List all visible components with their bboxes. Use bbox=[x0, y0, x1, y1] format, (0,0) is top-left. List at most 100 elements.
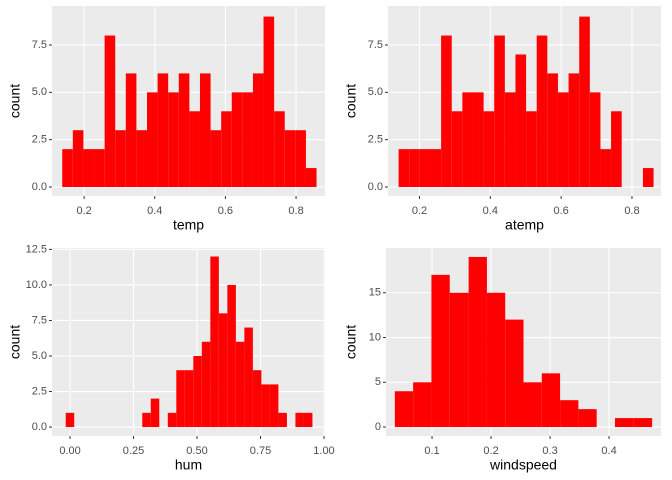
y-tick-label: 0 bbox=[375, 421, 381, 433]
x-axis-title: hum bbox=[175, 457, 202, 473]
bar bbox=[419, 149, 431, 188]
x-tick-label: 0.4 bbox=[147, 205, 162, 217]
bar bbox=[526, 111, 537, 188]
bar bbox=[269, 384, 279, 428]
y-tick-label: 12.5 bbox=[26, 243, 47, 255]
bar bbox=[263, 16, 275, 188]
y-axis-title: count bbox=[7, 325, 23, 359]
x-tick-label: 0.8 bbox=[624, 205, 639, 217]
x-tick-label: 0.3 bbox=[542, 445, 557, 457]
y-tick-label: 7.5 bbox=[32, 39, 47, 51]
bar bbox=[568, 73, 580, 188]
bar bbox=[142, 412, 151, 428]
bar bbox=[235, 341, 245, 428]
y-tick-label: 7.5 bbox=[32, 314, 47, 326]
bar bbox=[515, 54, 527, 188]
y-tick-label: 5.0 bbox=[32, 350, 47, 362]
x-tick-label: 0.8 bbox=[288, 205, 303, 217]
bar bbox=[221, 111, 232, 188]
bar bbox=[176, 370, 185, 428]
x-tick-label: 0.6 bbox=[553, 205, 568, 217]
bar bbox=[201, 341, 211, 428]
x-axis-title: temp bbox=[173, 217, 204, 233]
bar bbox=[218, 313, 228, 428]
bar bbox=[557, 92, 569, 188]
bar bbox=[505, 319, 524, 428]
x-tick-label: 0.2 bbox=[76, 205, 91, 217]
bar bbox=[72, 130, 84, 188]
bar bbox=[147, 92, 158, 188]
bar bbox=[642, 168, 654, 188]
x-tick-label: 1.00 bbox=[313, 445, 334, 457]
bar bbox=[227, 284, 236, 428]
bar bbox=[472, 92, 484, 188]
x-tick-label: 0.1 bbox=[424, 445, 439, 457]
bar bbox=[104, 35, 116, 188]
bar bbox=[284, 130, 296, 188]
bar bbox=[295, 412, 304, 428]
bar bbox=[451, 111, 463, 188]
y-tick-label: 5 bbox=[375, 376, 381, 388]
bar bbox=[178, 73, 190, 188]
bar bbox=[431, 274, 450, 428]
x-tick-label: 0.50 bbox=[186, 445, 207, 457]
bar bbox=[252, 73, 264, 188]
y-tick-label: 2.5 bbox=[32, 385, 47, 397]
bar bbox=[189, 111, 200, 188]
y-axis-title: count bbox=[343, 84, 359, 118]
bar bbox=[633, 418, 653, 428]
bar bbox=[614, 418, 634, 428]
x-axis-title: atemp bbox=[505, 217, 544, 233]
bar bbox=[184, 370, 194, 428]
x-tick-label: 0.00 bbox=[59, 445, 80, 457]
bar bbox=[193, 355, 202, 428]
bar bbox=[394, 391, 414, 428]
bar bbox=[210, 130, 222, 188]
y-axis-title: count bbox=[343, 325, 359, 359]
bar bbox=[261, 384, 270, 428]
bar bbox=[115, 130, 126, 188]
y-tick-label: 10 bbox=[369, 331, 381, 343]
bar bbox=[157, 73, 169, 188]
bar bbox=[398, 149, 410, 188]
bar bbox=[468, 256, 487, 428]
bar bbox=[560, 400, 579, 428]
bar bbox=[231, 92, 243, 188]
bar bbox=[125, 73, 137, 188]
bar bbox=[523, 382, 542, 428]
x-tick-label: 0.4 bbox=[483, 205, 498, 217]
bar bbox=[541, 373, 561, 428]
bar bbox=[611, 111, 622, 188]
bar bbox=[486, 292, 506, 428]
y-tick-label: 0.0 bbox=[368, 181, 383, 193]
bar bbox=[305, 168, 317, 188]
bar bbox=[579, 16, 590, 188]
x-tick-label: 0.6 bbox=[218, 205, 233, 217]
bar bbox=[167, 412, 177, 428]
bar bbox=[136, 130, 148, 188]
bar bbox=[413, 382, 432, 428]
y-tick-label: 7.5 bbox=[368, 39, 383, 51]
bar bbox=[83, 149, 95, 188]
bar bbox=[441, 35, 452, 188]
bar bbox=[504, 92, 516, 188]
y-tick-label: 2.5 bbox=[32, 134, 47, 146]
x-tick-label: 0.4 bbox=[601, 445, 616, 457]
x-tick-label: 0.2 bbox=[483, 445, 498, 457]
bar bbox=[494, 35, 505, 188]
y-tick-label: 5.0 bbox=[32, 86, 47, 98]
y-axis-title: count bbox=[7, 84, 23, 118]
y-tick-label: 5.0 bbox=[368, 86, 383, 98]
bar bbox=[244, 327, 253, 428]
bar bbox=[536, 35, 548, 188]
bar bbox=[589, 92, 601, 188]
x-axis-title: windspeed bbox=[489, 457, 557, 473]
bar bbox=[295, 130, 306, 188]
bar bbox=[303, 412, 313, 428]
bar bbox=[449, 292, 469, 428]
bar bbox=[274, 111, 285, 188]
bar bbox=[65, 412, 75, 428]
bar bbox=[94, 149, 105, 188]
